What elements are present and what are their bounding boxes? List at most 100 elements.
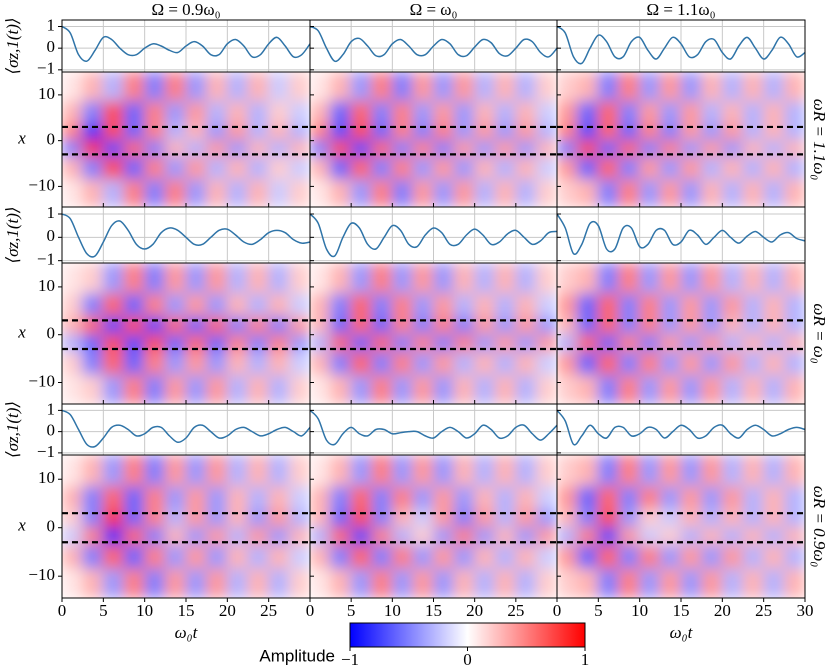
heat-cell: [783, 316, 805, 336]
heat-cell: [659, 263, 682, 295]
heatmap-blur: [62, 263, 310, 404]
heat-cell: [391, 334, 414, 354]
heat-cell: [577, 455, 599, 488]
heat-cell: [350, 122, 373, 142]
heatmap-cells: [557, 72, 805, 207]
heat-cell: [618, 545, 641, 570]
heat-cell: [577, 101, 599, 124]
heat-cell: [783, 263, 805, 295]
heat-cell: [350, 72, 373, 103]
heatmap-blur: [310, 263, 557, 404]
heat-cell: [144, 352, 166, 376]
heat-cell: [597, 293, 620, 318]
heat-cell: [742, 568, 765, 598]
heat-cell: [721, 527, 744, 547]
heat-cell: [783, 293, 805, 318]
heat-cell: [144, 263, 166, 295]
heat-cell: [577, 316, 599, 336]
heat-cell: [494, 374, 517, 404]
sigma-line: [310, 25, 557, 63]
heat-cell: [226, 334, 249, 354]
x-tick-label: 15: [425, 601, 442, 620]
heat-cell: [453, 122, 476, 142]
heat-cell: [577, 263, 599, 295]
heat-cell: [102, 72, 125, 103]
heat-cell: [639, 179, 661, 207]
heat-cell: [62, 72, 84, 103]
heat-cell: [535, 179, 557, 207]
heat-cell: [433, 568, 455, 598]
heat-cell: [577, 568, 599, 598]
heat-cell: [557, 157, 579, 181]
heat-cell: [371, 157, 393, 181]
heat-cell: [433, 101, 455, 124]
y-tick-label: 0: [47, 421, 56, 440]
heat-cell: [82, 293, 104, 318]
heat-cell: [680, 334, 703, 354]
heat-cell: [62, 101, 84, 124]
heat-cell: [721, 455, 744, 488]
heat-cell: [350, 334, 373, 354]
heat-cell: [247, 352, 270, 376]
heat-cell: [310, 486, 332, 511]
heat-cell: [123, 568, 146, 598]
heat-cell: [268, 140, 290, 159]
heat-cell: [330, 101, 352, 124]
heat-cell: [330, 316, 352, 336]
y-tick-label: 1: [47, 399, 56, 418]
heat-cell: [742, 545, 765, 570]
heat-cell: [412, 568, 434, 598]
heat-cell: [515, 545, 537, 570]
heat-cell: [557, 140, 579, 159]
heat-cell: [618, 486, 641, 511]
x-tick-label: 0: [58, 601, 67, 620]
heat-cell: [639, 122, 661, 142]
heat-cell: [742, 101, 765, 124]
heat-cell: [515, 316, 537, 336]
heat-cell: [288, 374, 310, 404]
heat-cell: [597, 509, 620, 529]
heat-cell: [185, 509, 208, 529]
heat-cell: [535, 486, 557, 511]
heat-cell: [742, 122, 765, 142]
heat-cell: [783, 72, 805, 103]
line-panel: [309, 403, 558, 456]
x-tick-label: 25: [260, 601, 277, 620]
heat-cell: [453, 527, 476, 547]
heatmap-blur: [310, 455, 557, 598]
y-axis-label: x: [17, 322, 26, 341]
y-tick-label: 10: [38, 468, 55, 487]
heat-cell: [515, 527, 537, 547]
heat-cell: [433, 122, 455, 142]
heat-cell: [597, 374, 620, 404]
line-panel: 1 0 −1 ⟨σz,1(t)⟩: [3, 203, 311, 269]
heat-cell: [371, 179, 393, 207]
heat-cell: [433, 545, 455, 570]
heat-cell: [123, 293, 146, 318]
heat-cell: [701, 509, 723, 529]
heat-cell: [164, 509, 187, 529]
heat-cell: [123, 122, 146, 142]
heat-cell: [82, 352, 104, 376]
heat-cell: [164, 140, 187, 159]
heat-cell: [123, 179, 146, 207]
heat-cell: [494, 486, 517, 511]
heat-cell: [82, 509, 104, 529]
heat-cell: [535, 527, 557, 547]
heat-cell: [310, 157, 332, 181]
heat-cell: [763, 101, 785, 124]
heat-cell: [742, 486, 765, 511]
heat-cell: [371, 527, 393, 547]
heat-cell: [185, 293, 208, 318]
heat-cell: [62, 122, 84, 142]
heat-cell: [783, 374, 805, 404]
heat-cell: [123, 263, 146, 295]
heat-cell: [474, 179, 496, 207]
heat-cell: [102, 140, 125, 159]
heat-cell: [288, 157, 310, 181]
heat-cell: [247, 334, 270, 354]
heat-cell: [123, 140, 146, 159]
heat-cell: [763, 509, 785, 529]
heat-cell: [247, 374, 270, 404]
